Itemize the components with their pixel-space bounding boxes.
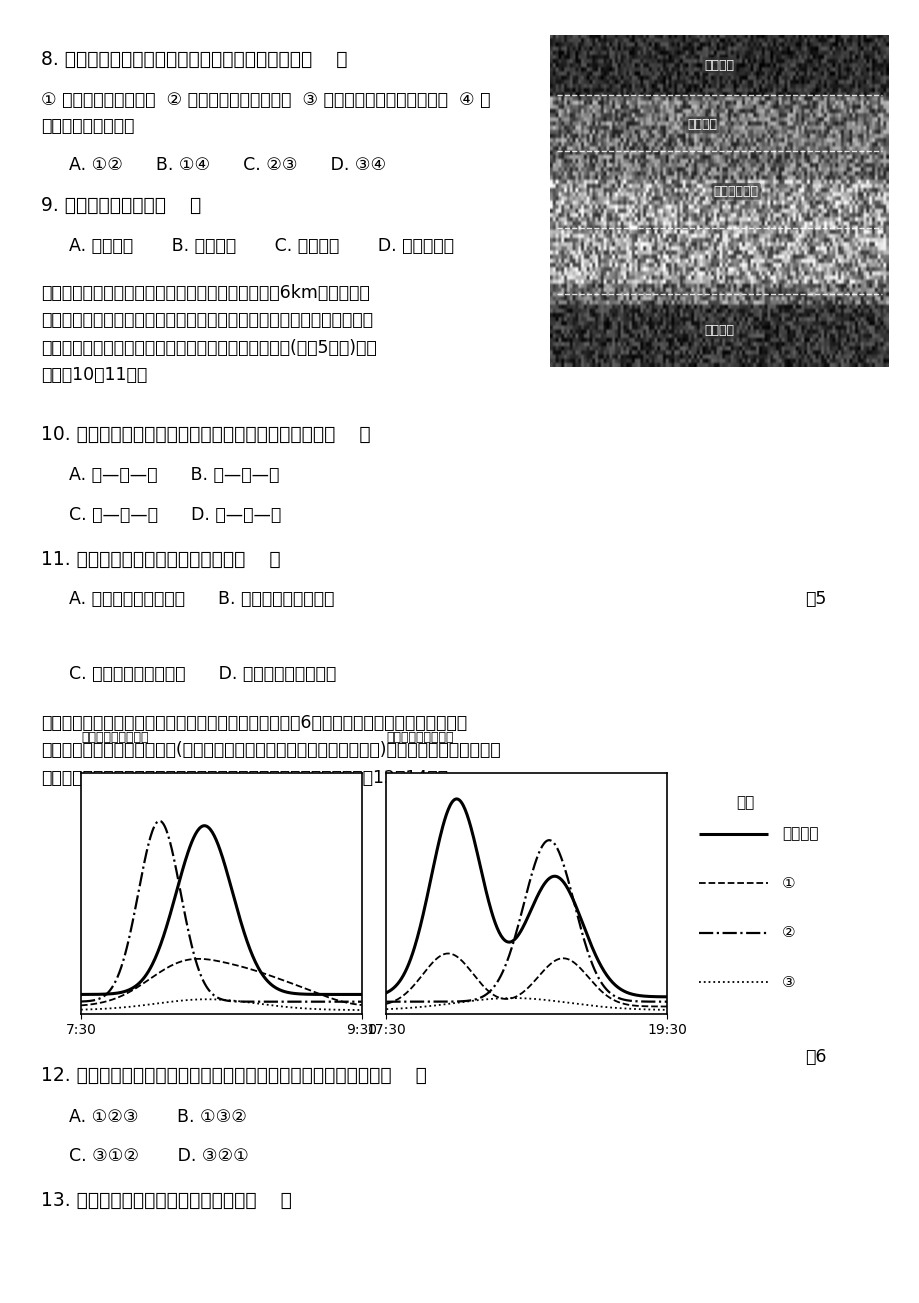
Text: ②: ② — [781, 925, 795, 941]
Text: 12. 图例中依次对应出地铁站、开启共享单车、停放共享单车的是（    ）: 12. 图例中依次对应出地铁站、开启共享单车、停放共享单车的是（ ） — [41, 1066, 426, 1085]
Text: ① 利于农作物提早上市  ② 利于充分利用土壤水分  ③ 利于减少病虫害及杂草生长  ④ 提: ① 利于农作物提早上市 ② 利于充分利用土壤水分 ③ 利于减少病虫害及杂草生长 … — [41, 91, 491, 109]
Text: 河流沉积与湖泊沉积、冲洪积物等相互堆叠，交错分布(如图5所示)。据: 河流沉积与湖泊沉积、冲洪积物等相互堆叠，交错分布(如图5所示)。据 — [41, 339, 377, 357]
Text: 13. 该地铁站附近主要的城市功能区是（    ）: 13. 该地铁站附近主要的城市功能区是（ ） — [41, 1191, 292, 1210]
Text: A. 华北平原       B. 三江平原       C. 黄土高原       D. 塔里木盆地: A. 华北平原 B. 三江平原 C. 黄土高原 D. 塔里木盆地 — [69, 237, 453, 255]
Text: ③: ③ — [781, 975, 795, 990]
Text: 地铁站两种交通方式使用频率(工作日数据：交通早高峰和晚高峰平均情况)，包括进地铁站频率、出: 地铁站两种交通方式使用频率(工作日数据：交通早高峰和晚高峰平均情况)，包括进地铁… — [41, 741, 501, 760]
Text: C. 火山喷发，堵塞成湖      D. 冰川侵蚀，集水成湖: C. 火山喷发，堵塞成湖 D. 冰川侵蚀，集水成湖 — [69, 665, 335, 683]
Text: 横断山区金沙江某段为一南北走向的宽谷，谷底宽约6km，呈河谷盆: 横断山区金沙江某段为一南北走向的宽谷，谷底宽约6km，呈河谷盆 — [41, 284, 369, 302]
Text: 湖相沉积: 湖相沉积 — [686, 119, 717, 132]
Text: A. ①②③       B. ①③②: A. ①②③ B. ①③② — [69, 1108, 246, 1126]
Text: 地铁站频率、开启共享单车频率、停放共享单车频率四种情况。据此回答12～14题。: 地铁站频率、开启共享单车频率、停放共享单车频率四种情况。据此回答12～14题。 — [41, 769, 448, 787]
Text: 使用频率（相对量）: 使用频率（相对量） — [81, 731, 148, 744]
Text: 11. 该河段曾演变为湖泊，其成因是（    ）: 11. 该河段曾演变为湖泊，其成因是（ ） — [41, 550, 280, 569]
Text: ①: ① — [781, 876, 795, 891]
Text: 交通方式使用频率是指某交通方式单位时间使用人数。图6是通过大数据统计出来的南昌市某: 交通方式使用频率是指某交通方式单位时间使用人数。图6是通过大数据统计出来的南昌市… — [41, 714, 467, 732]
Text: 图6: 图6 — [804, 1048, 825, 1066]
Text: C. ③①②       D. ③②①: C. ③①② D. ③②① — [69, 1147, 248, 1165]
Text: 使用频率（相对量）: 使用频率（相对量） — [386, 731, 453, 744]
Text: 10. 根据沉积物颗粒大小，推测该河段水流速度变化是（    ）: 10. 根据沉积物颗粒大小，推测该河段水流速度变化是（ ） — [41, 425, 370, 444]
Text: 河漫滩相沉积: 河漫滩相沉积 — [713, 185, 758, 198]
Text: 高了农业机械化水平: 高了农业机械化水平 — [41, 117, 134, 136]
Text: 此回答10～11题。: 此回答10～11题。 — [41, 366, 147, 384]
Text: 8. 顶凌播种有利于提高该地农作物产量，是因为其（    ）: 8. 顶凌播种有利于提高该地农作物产量，是因为其（ ） — [41, 51, 347, 69]
Text: 河流砾石: 河流砾石 — [704, 59, 733, 72]
Text: C. 慢—快—慢      D. 快—快—慢: C. 慢—快—慢 D. 快—快—慢 — [69, 506, 281, 524]
Text: 河流砾石: 河流砾石 — [704, 324, 733, 337]
Text: 图例: 图例 — [735, 795, 754, 810]
Text: A. ①②      B. ①④      C. ②③      D. ③④: A. ①② B. ①④ C. ②③ D. ③④ — [69, 156, 386, 175]
Text: A. 慢—慢—快      B. 快—慢—快: A. 慢—慢—快 B. 快—慢—快 — [69, 466, 279, 485]
Text: A. 山体滑坡，堰塞成湖      B. 地壳下陷，积水成湖: A. 山体滑坡，堰塞成湖 B. 地壳下陷，积水成湖 — [69, 590, 334, 609]
Text: 图5: 图5 — [804, 590, 825, 609]
Text: 进地铁站: 进地铁站 — [781, 826, 818, 842]
Text: 地形态，而在该河段的上、下游地区河谷束窄，呈深切峡谷形态。该河段: 地形态，而在该河段的上、下游地区河谷束窄，呈深切峡谷形态。该河段 — [41, 311, 373, 330]
Text: 9. 推测该地可能位于（    ）: 9. 推测该地可能位于（ ） — [41, 195, 201, 215]
